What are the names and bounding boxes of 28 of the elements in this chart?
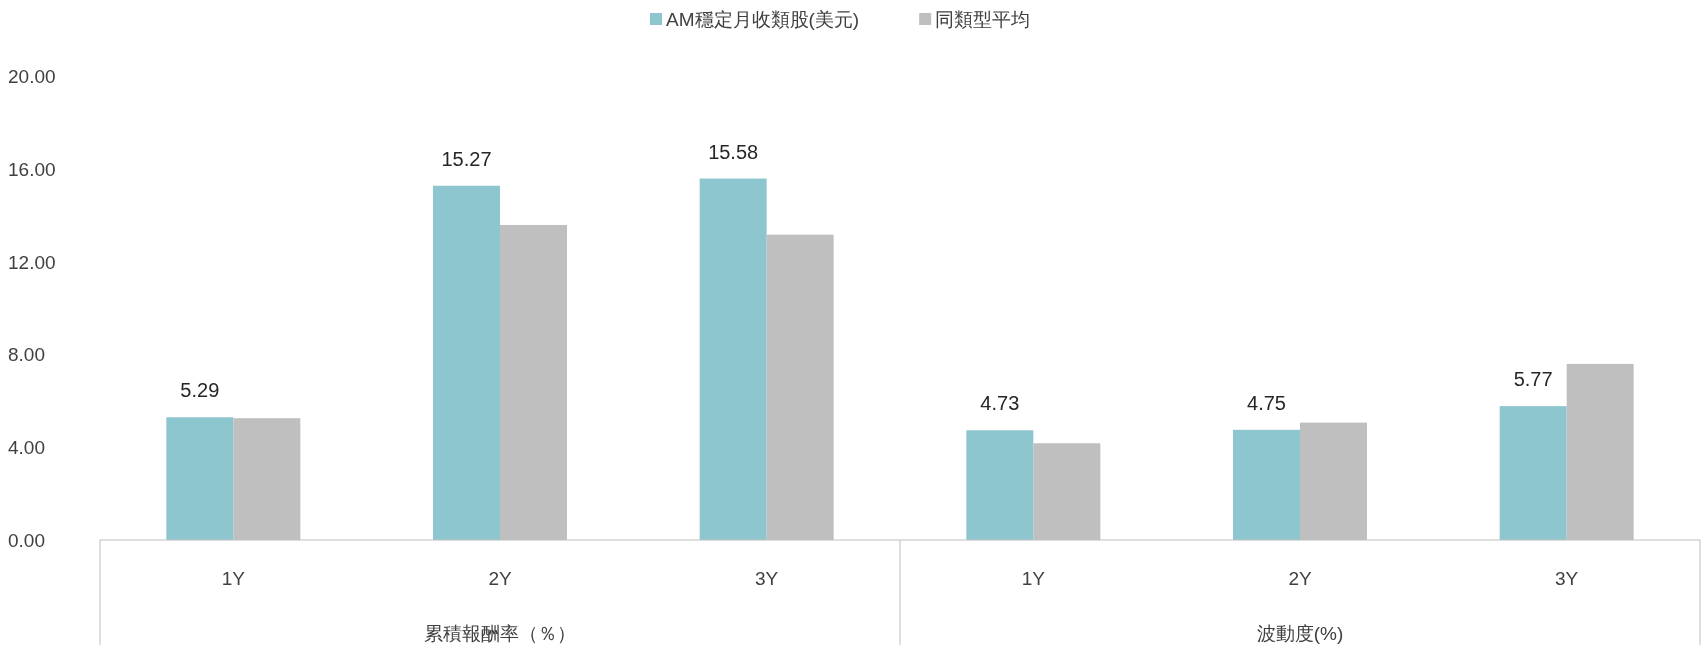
y-tick-label: 20.00 [8, 66, 56, 87]
y-tick-label: 8.00 [8, 344, 45, 366]
data-label: 4.73 [980, 392, 1020, 415]
bar [1233, 429, 1300, 540]
y-tick-label: 4.00 [8, 437, 45, 459]
data-label: 5.77 [1513, 368, 1553, 391]
y-tick-label: 16.00 [8, 158, 56, 180]
x-tick-label: 1Y [221, 568, 246, 589]
data-label: 15.27 [441, 147, 492, 170]
bar [166, 417, 234, 540]
x-tick-label: 2Y [1288, 568, 1312, 589]
data-label: 5.29 [180, 379, 220, 402]
legend-label: 同類型平均 [935, 9, 1031, 30]
x-tick-label: 3Y [755, 568, 779, 589]
x-tick-label: 1Y [1021, 568, 1046, 589]
legend-label: AM穩定月收類股(美元) [666, 9, 860, 30]
bar [699, 178, 767, 540]
bar [433, 185, 500, 540]
data-label: 15.58 [708, 140, 759, 163]
x-tick-label: 3Y [1555, 568, 1579, 589]
text: 累積報酬率（％） [424, 623, 576, 644]
data-label: 4.75 [1247, 391, 1286, 414]
y-tick-label: 12.00 [8, 251, 56, 273]
y-tick-label: 0.00 [8, 530, 45, 551]
text: 波動度(%) [1256, 623, 1344, 644]
x-tick-label: 2Y [488, 568, 512, 589]
bar [1499, 406, 1567, 540]
bar [966, 430, 1034, 540]
